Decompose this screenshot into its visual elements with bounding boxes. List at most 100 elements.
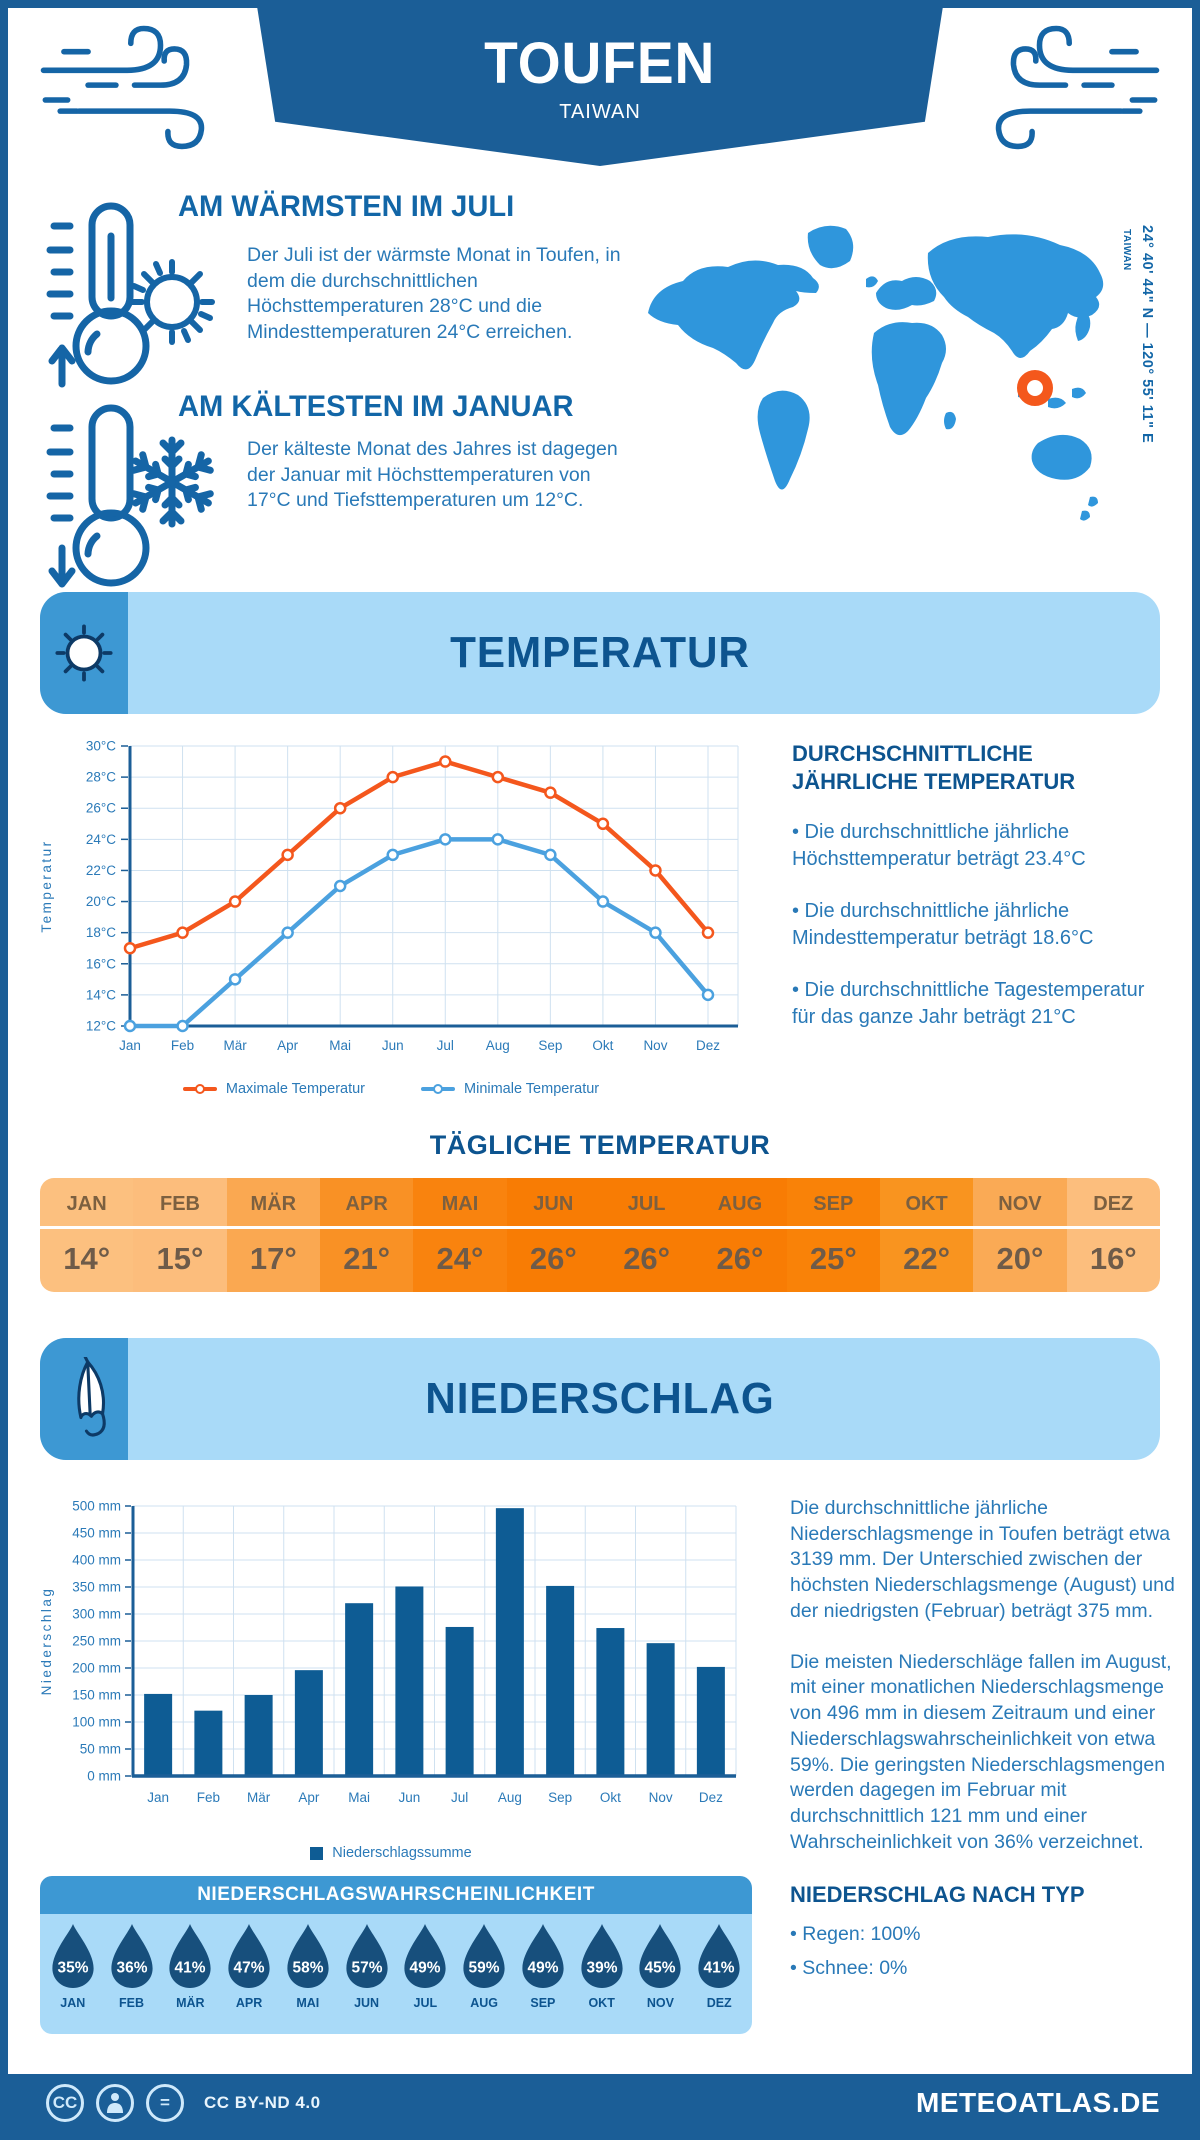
- coldest-text: Der kälteste Monat des Jahres ist dagege…: [247, 438, 618, 512]
- daily-temp-value: 26°: [529, 1241, 577, 1276]
- probability-droplet-sep: 49% SEP: [517, 1922, 569, 2010]
- svg-text:Okt: Okt: [600, 1790, 621, 1805]
- daily-temp-value: 16°: [1089, 1241, 1137, 1276]
- daily-temp-column-feb: FEB 15°: [133, 1178, 227, 1292]
- daily-temp-month: SEP: [813, 1193, 854, 1215]
- svg-text:49%: 49%: [410, 1959, 441, 1976]
- svg-text:0 mm: 0 mm: [87, 1769, 121, 1784]
- legend-min-label: Minimale Temperatur: [464, 1081, 600, 1097]
- precipitation-bar-jun: [395, 1586, 424, 1776]
- raindrop-icon: 49%: [522, 1924, 564, 1988]
- daily-temp-month: NOV: [998, 1193, 1042, 1215]
- annual-temperature-summary: DURCHSCHNITTLICHE JÄHRLICHE TEMPERATUR •…: [792, 740, 1164, 1057]
- probability-droplet-aug: 59% AUG: [458, 1922, 510, 2010]
- probability-month: APR: [235, 1996, 263, 2010]
- daily-temp-value: 20°: [996, 1241, 1044, 1276]
- probability-month: OKT: [588, 1996, 615, 2010]
- precipitation-paragraph: Die meisten Niederschläge fallen im Augu…: [790, 1650, 1172, 1853]
- daily-temp-column-jun: JUN 26°: [506, 1178, 600, 1292]
- probability-droplet-dez: 41% DEZ: [693, 1922, 745, 2010]
- coldest-title: AM KÄLTESTEN IM JANUAR: [178, 390, 574, 423]
- warmest-title: AM WÄRMSTEN IM JULI: [178, 190, 515, 223]
- precipitation-type-bullet: • Schnee: 0%: [790, 1956, 908, 1979]
- svg-text:12°C: 12°C: [86, 1019, 116, 1034]
- thermometer-down-icon: [46, 404, 150, 588]
- svg-text:Dez: Dez: [696, 1038, 720, 1053]
- probability-droplet-jan: 35% JAN: [47, 1922, 99, 2010]
- svg-text:Okt: Okt: [592, 1038, 613, 1053]
- svg-text:Feb: Feb: [171, 1038, 194, 1053]
- raindrop-icon: 59%: [463, 1924, 505, 1988]
- annual-bullet: • Die durchschnittliche jährliche Höchst…: [792, 821, 1086, 870]
- svg-text:16°C: 16°C: [86, 956, 116, 971]
- precipitation-bar-aug: [495, 1508, 524, 1776]
- svg-text:24°C: 24°C: [86, 832, 116, 847]
- precipitation-bar-mär: [244, 1695, 273, 1776]
- svg-text:100 mm: 100 mm: [72, 1715, 121, 1730]
- svg-text:200 mm: 200 mm: [72, 1661, 121, 1676]
- svg-text:Mai: Mai: [348, 1790, 370, 1805]
- daily-temp-column-sep: SEP 25°: [786, 1178, 880, 1292]
- svg-text:18°C: 18°C: [86, 925, 116, 940]
- svg-text:300 mm: 300 mm: [72, 1607, 121, 1622]
- precipitation-bar-nov: [646, 1643, 675, 1776]
- precipitation-chart-legend: Niederschlagssumme: [36, 1845, 746, 1861]
- svg-text:Apr: Apr: [298, 1790, 320, 1805]
- svg-text:350 mm: 350 mm: [72, 1580, 121, 1595]
- temperature-chart: 12°C 14°C 16°C 18°C 20°C 22°C 24°C 26°C 28°C 30°C…: [36, 732, 746, 1112]
- precipitation-section-banner: NIEDERSCHLAG: [40, 1338, 1160, 1460]
- probability-droplet-feb: 36% FEB: [106, 1922, 158, 2010]
- precipitation-bar-sep: [546, 1585, 575, 1776]
- precipitation-icon-box: [40, 1338, 128, 1460]
- svg-text:14°C: 14°C: [86, 987, 116, 1002]
- svg-text:41%: 41%: [175, 1959, 206, 1976]
- precipitation-bar-chart-svg: 0 mm 50 mm 100 mm 150 mm 200 mm 250 mm 300 mm 3…: [39, 1499, 737, 1805]
- precipitation-bar-mai: [345, 1603, 374, 1776]
- precipitation-type-bullet: • Regen: 100%: [790, 1923, 921, 1946]
- daily-temp-column-jul: JUL 26°: [599, 1178, 694, 1292]
- svg-text:57%: 57%: [351, 1959, 382, 1976]
- svg-text:Jan: Jan: [119, 1038, 141, 1053]
- raindrop-icon: 39%: [581, 1924, 623, 1988]
- temperature-chart-legend: Maximale Temperatur Minimale Temperatur: [36, 1081, 746, 1097]
- svg-text:Feb: Feb: [197, 1790, 220, 1805]
- svg-text:58%: 58%: [292, 1959, 323, 1976]
- precipitation-bar-okt: [596, 1628, 625, 1776]
- precipitation-bar-jul: [445, 1626, 474, 1776]
- legend-max-label: Maximale Temperatur: [225, 1081, 366, 1097]
- raindrop-icon: 58%: [287, 1924, 329, 1988]
- page-subtitle: TAIWAN: [559, 101, 641, 123]
- svg-text:45%: 45%: [645, 1959, 676, 1976]
- warmest-text: Der Juli ist der wärmste Monat in Toufen…: [247, 244, 621, 344]
- thermometer-up-icon: [46, 202, 150, 388]
- raindrop-icon: 41%: [698, 1924, 740, 1988]
- svg-text:250 mm: 250 mm: [72, 1634, 121, 1649]
- daily-temp-column-dez: DEZ 16°: [1066, 1178, 1160, 1292]
- wind-icon: [40, 25, 205, 150]
- annual-summary-title: DURCHSCHNITTLICHE JÄHRLICHE TEMPERATUR: [792, 741, 1076, 794]
- svg-text:Temperatur: Temperatur: [39, 839, 54, 932]
- precipitation-bar-jan: [144, 1693, 173, 1776]
- daily-temp-month: JAN: [66, 1193, 107, 1215]
- header-banner: TOUFEN TAIWAN: [257, 8, 943, 166]
- attribution-person-icon: [96, 2084, 134, 2122]
- daily-temp-month: DEZ: [1093, 1193, 1134, 1215]
- svg-text:39%: 39%: [586, 1959, 617, 1976]
- svg-text:Mär: Mär: [247, 1790, 271, 1805]
- page-title: TOUFEN: [484, 31, 716, 96]
- location-marker: [1017, 370, 1053, 406]
- svg-text:59%: 59%: [469, 1959, 500, 1976]
- svg-text:Apr: Apr: [277, 1038, 299, 1053]
- world-map: [648, 225, 1104, 521]
- svg-text:Aug: Aug: [486, 1038, 510, 1053]
- svg-text:Dez: Dez: [699, 1790, 723, 1805]
- daily-temp-value: 25°: [809, 1241, 857, 1276]
- precipitation-section-title: NIEDERSCHLAG: [425, 1374, 775, 1423]
- svg-text:20°C: 20°C: [86, 894, 116, 909]
- probability-month: JUN: [354, 1996, 380, 2010]
- daily-temp-month: FEB: [159, 1193, 200, 1215]
- daily-temp-value: 17°: [249, 1241, 297, 1276]
- svg-text:400 mm: 400 mm: [72, 1553, 121, 1568]
- daily-temp-month: MÄR: [250, 1193, 297, 1215]
